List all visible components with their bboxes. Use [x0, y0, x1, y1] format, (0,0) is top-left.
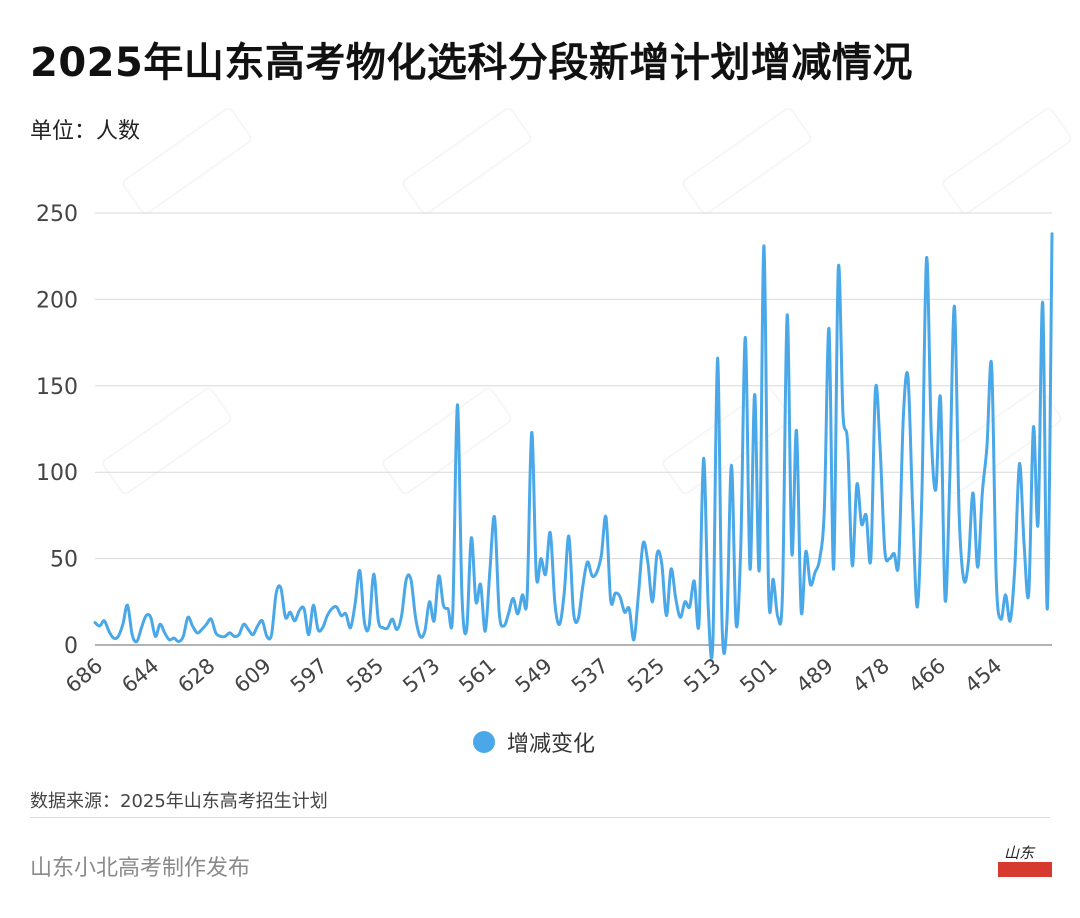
legend[interactable]: 增减变化: [473, 726, 595, 758]
x-tick-label: 478: [848, 653, 894, 697]
y-tick-label: 250: [36, 202, 78, 227]
x-tick-label: 525: [623, 653, 669, 697]
x-tick-label: 513: [679, 653, 725, 697]
x-tick-label: 489: [792, 653, 838, 697]
grid-lines: [95, 212, 1052, 646]
series-line-增减变化: [93, 232, 1054, 660]
y-tick-label: 100: [36, 461, 78, 486]
y-tick-label: 150: [36, 375, 78, 400]
x-tick-label: 609: [230, 653, 276, 697]
x-tick-label: 644: [117, 653, 163, 697]
x-tick-label: 537: [567, 653, 613, 697]
x-tick-label: 561: [454, 653, 500, 697]
publisher-credit: 山东小北高考制作发布: [30, 856, 251, 881]
x-tick-label: 585: [342, 653, 388, 697]
y-tick-label: 0: [64, 634, 78, 659]
y-tick-label: 200: [36, 288, 78, 313]
brand-logo: 山东: [998, 842, 1054, 880]
x-axis: 686 644 628 609 597 585 573 561 549 537 525 513 501 4…: [61, 653, 1006, 697]
y-tick-label: 50: [50, 548, 78, 573]
legend-marker: [473, 731, 495, 753]
x-tick-label: 686: [61, 653, 107, 697]
x-tick-label: 466: [904, 653, 950, 697]
x-tick-label: 549: [511, 653, 557, 697]
divider: [30, 817, 1050, 818]
data-source: 数据来源：2025年山东高考招生计划: [30, 791, 328, 812]
y-axis: 0 50 100 150 200 250: [36, 202, 78, 659]
x-tick-label: 573: [398, 653, 444, 697]
logo-glyph: 山东: [1004, 844, 1035, 862]
unit-label: 单位：人数: [30, 119, 141, 144]
page-title: 2025年山东高考物化选科分段新增计划增减情况: [30, 40, 913, 86]
legend-label: 增减变化: [507, 732, 596, 757]
x-tick-label: 628: [173, 653, 219, 697]
x-tick-label: 501: [735, 653, 781, 697]
x-tick-label: 454: [960, 653, 1006, 697]
x-tick-label: 597: [286, 653, 332, 697]
logo-bar: [998, 862, 1052, 877]
